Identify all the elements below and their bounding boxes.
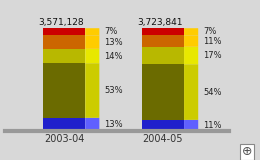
- Bar: [142, 28, 184, 36]
- Polygon shape: [184, 120, 198, 131]
- Polygon shape: [85, 28, 99, 36]
- Text: 11%: 11%: [203, 37, 222, 46]
- Bar: [43, 118, 85, 131]
- Polygon shape: [85, 63, 99, 118]
- Polygon shape: [184, 64, 198, 120]
- Polygon shape: [184, 47, 198, 64]
- Text: 13%: 13%: [104, 38, 123, 47]
- Text: 17%: 17%: [203, 51, 222, 60]
- Polygon shape: [85, 35, 99, 49]
- Text: 3,571,128: 3,571,128: [38, 18, 84, 27]
- Text: 13%: 13%: [104, 120, 123, 129]
- Text: 7%: 7%: [104, 27, 118, 36]
- Bar: [142, 120, 184, 131]
- Text: ⊕: ⊕: [242, 145, 252, 158]
- Text: 3,723,841: 3,723,841: [137, 18, 183, 27]
- Bar: [43, 63, 85, 118]
- Polygon shape: [85, 118, 99, 131]
- Text: 54%: 54%: [203, 88, 222, 97]
- Text: 7%: 7%: [203, 27, 216, 36]
- Polygon shape: [184, 28, 198, 36]
- Text: 11%: 11%: [203, 121, 222, 130]
- Bar: [142, 36, 184, 47]
- Bar: [43, 36, 85, 49]
- Text: 53%: 53%: [104, 86, 123, 95]
- Bar: [142, 47, 184, 64]
- Bar: [43, 49, 85, 63]
- Bar: [43, 28, 85, 36]
- Polygon shape: [184, 35, 198, 47]
- Polygon shape: [85, 49, 99, 63]
- Text: 14%: 14%: [104, 52, 122, 60]
- Bar: [142, 64, 184, 120]
